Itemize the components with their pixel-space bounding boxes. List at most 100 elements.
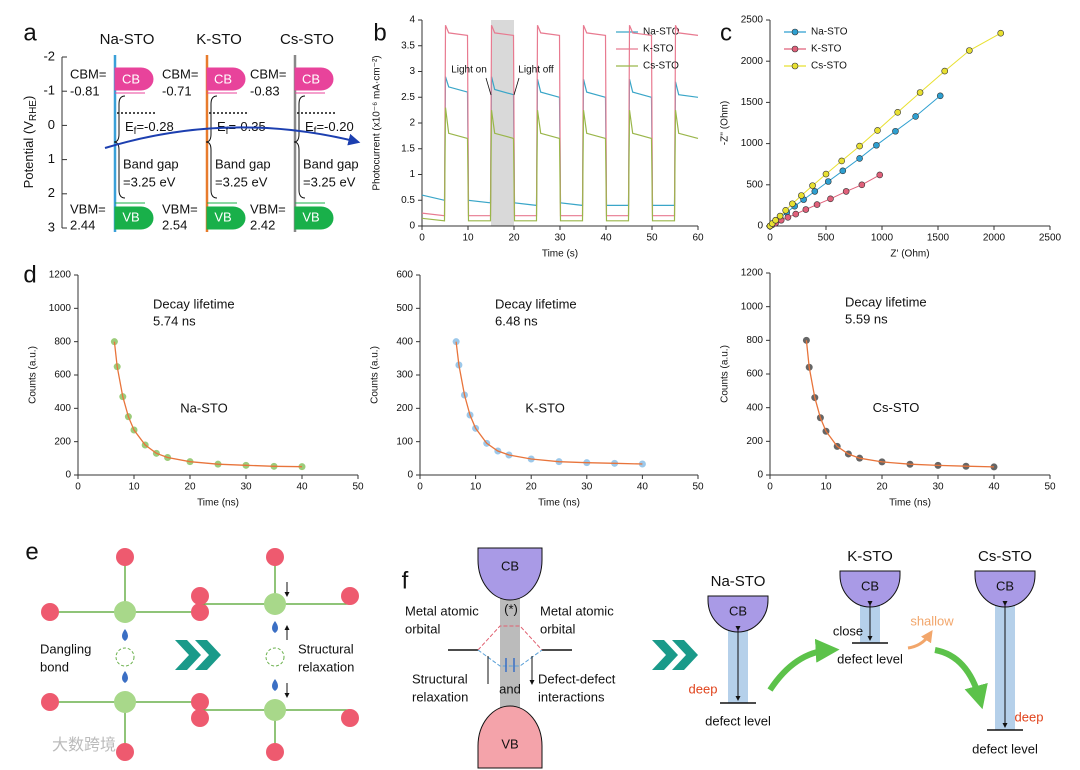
cb-shape bbox=[114, 67, 154, 94]
y-tick-label: 0 bbox=[48, 117, 55, 132]
ef-value: =-0.20 bbox=[316, 119, 353, 134]
y-axis-label-part: ) bbox=[21, 96, 36, 100]
x-tick-label: 2000 bbox=[983, 233, 1006, 244]
metal-atom bbox=[264, 699, 286, 721]
y-tick-label: 0.5 bbox=[401, 195, 415, 206]
marker bbox=[813, 201, 821, 208]
y-tick-label: 400 bbox=[54, 403, 71, 414]
x-tick-label: 40 bbox=[296, 482, 308, 493]
sample-label: Cs-STO bbox=[873, 400, 920, 415]
x-axis-label: Time (ns) bbox=[889, 498, 931, 509]
x-tick-label: 50 bbox=[646, 233, 658, 244]
orbital-right: orbital bbox=[540, 621, 576, 636]
y-tick-label: 400 bbox=[396, 336, 413, 347]
vb-shape bbox=[294, 202, 334, 230]
electrons bbox=[505, 658, 515, 672]
annotation: 5.74 ns bbox=[153, 313, 196, 328]
o-atom bbox=[341, 587, 359, 605]
light-band bbox=[491, 20, 514, 226]
panel-letter: c bbox=[720, 19, 732, 46]
legend-label: K-STO bbox=[811, 44, 842, 55]
x-tick-label: 500 bbox=[818, 233, 835, 244]
vb-shape bbox=[114, 202, 154, 230]
cb-label: CB bbox=[996, 578, 1014, 593]
y-tick-label: 1000 bbox=[741, 138, 764, 149]
vbm-value: 2.44 bbox=[70, 217, 95, 232]
vb-label: VB bbox=[302, 209, 319, 224]
o-atom bbox=[191, 709, 209, 727]
electron bbox=[272, 621, 278, 633]
panel-letter: f bbox=[402, 567, 409, 594]
marker bbox=[838, 157, 845, 165]
brace bbox=[293, 95, 306, 199]
electron bbox=[122, 671, 128, 683]
fermi-label: Ef=-0.28 bbox=[125, 119, 174, 136]
sample-name: Na-STO bbox=[711, 573, 766, 590]
y-tick-label: 3 bbox=[48, 219, 55, 234]
legend-marker bbox=[791, 62, 799, 70]
vb-label: VB bbox=[214, 209, 231, 224]
marker bbox=[874, 127, 881, 134]
marker bbox=[856, 142, 863, 150]
marker bbox=[839, 167, 847, 175]
fermi-label: Ef=-0.20 bbox=[305, 119, 354, 136]
x-tick-label: 40 bbox=[988, 482, 1000, 493]
y-tick-label: 1.5 bbox=[401, 143, 415, 154]
vb-band bbox=[477, 705, 543, 769]
y-tick-label: 500 bbox=[746, 179, 763, 190]
o-atom bbox=[266, 548, 284, 566]
legend-label: K-STO bbox=[643, 44, 674, 55]
y-tick-label: 500 bbox=[396, 303, 413, 314]
annotation: 5.59 ns bbox=[845, 311, 888, 326]
x-tick-label: 30 bbox=[240, 482, 252, 493]
fit-line bbox=[805, 340, 995, 468]
o-atom bbox=[116, 548, 134, 566]
marker bbox=[776, 212, 784, 220]
legend-label: Cs-STO bbox=[643, 61, 679, 72]
point bbox=[990, 463, 998, 471]
shallow-arrow bbox=[907, 630, 933, 650]
y-tick-label: 3.5 bbox=[401, 40, 415, 51]
y-tick-label: -1 bbox=[43, 83, 55, 98]
o-atom bbox=[191, 603, 209, 621]
o-atom bbox=[191, 587, 209, 605]
y-tick-label: 1200 bbox=[741, 268, 764, 279]
o-atom bbox=[116, 743, 134, 761]
marker bbox=[809, 182, 816, 189]
antibond bbox=[477, 625, 543, 651]
orbital-left: Metal atomic bbox=[405, 603, 479, 618]
metal-atom bbox=[114, 601, 136, 623]
x-tick-label: 20 bbox=[876, 482, 888, 493]
cb-label: CB bbox=[214, 71, 232, 86]
marker bbox=[789, 200, 796, 208]
vb-label: VB bbox=[501, 736, 518, 751]
x-tick-label: 0 bbox=[767, 482, 773, 493]
marker bbox=[772, 216, 779, 224]
y-axis-label: -Z'' (Ohm) bbox=[720, 101, 731, 145]
o-atom bbox=[41, 693, 59, 711]
sample-label: K-STO bbox=[525, 400, 565, 415]
metal-atom bbox=[114, 691, 136, 713]
vbm-label: VBM= bbox=[250, 201, 286, 216]
level-label: defect level bbox=[705, 713, 771, 728]
cb-label: CB bbox=[302, 71, 320, 86]
vbm-label: VBM= bbox=[70, 201, 106, 216]
panel-letter: a bbox=[23, 19, 37, 46]
y-tick-label: 1200 bbox=[49, 270, 72, 281]
bond-level bbox=[477, 649, 543, 667]
marker bbox=[798, 192, 805, 199]
x-tick-label: 30 bbox=[932, 482, 944, 493]
y-tick-label: 600 bbox=[396, 270, 413, 281]
x-tick-label: 50 bbox=[692, 482, 704, 493]
legend-label: Cs-STO bbox=[811, 61, 847, 72]
x-tick-label: 40 bbox=[600, 233, 612, 244]
sample-name: K-STO bbox=[847, 548, 893, 565]
and-label: and bbox=[499, 681, 521, 696]
relax-label: Structural bbox=[412, 671, 468, 686]
y-tick-label: 2 bbox=[48, 185, 55, 200]
y-axis-label: Potential (VRHE) bbox=[21, 96, 38, 189]
depth-label: deep bbox=[1015, 709, 1044, 724]
green-arrow bbox=[934, 647, 988, 710]
depth-label: deep bbox=[689, 681, 718, 696]
x-tick-label: 0 bbox=[417, 482, 423, 493]
